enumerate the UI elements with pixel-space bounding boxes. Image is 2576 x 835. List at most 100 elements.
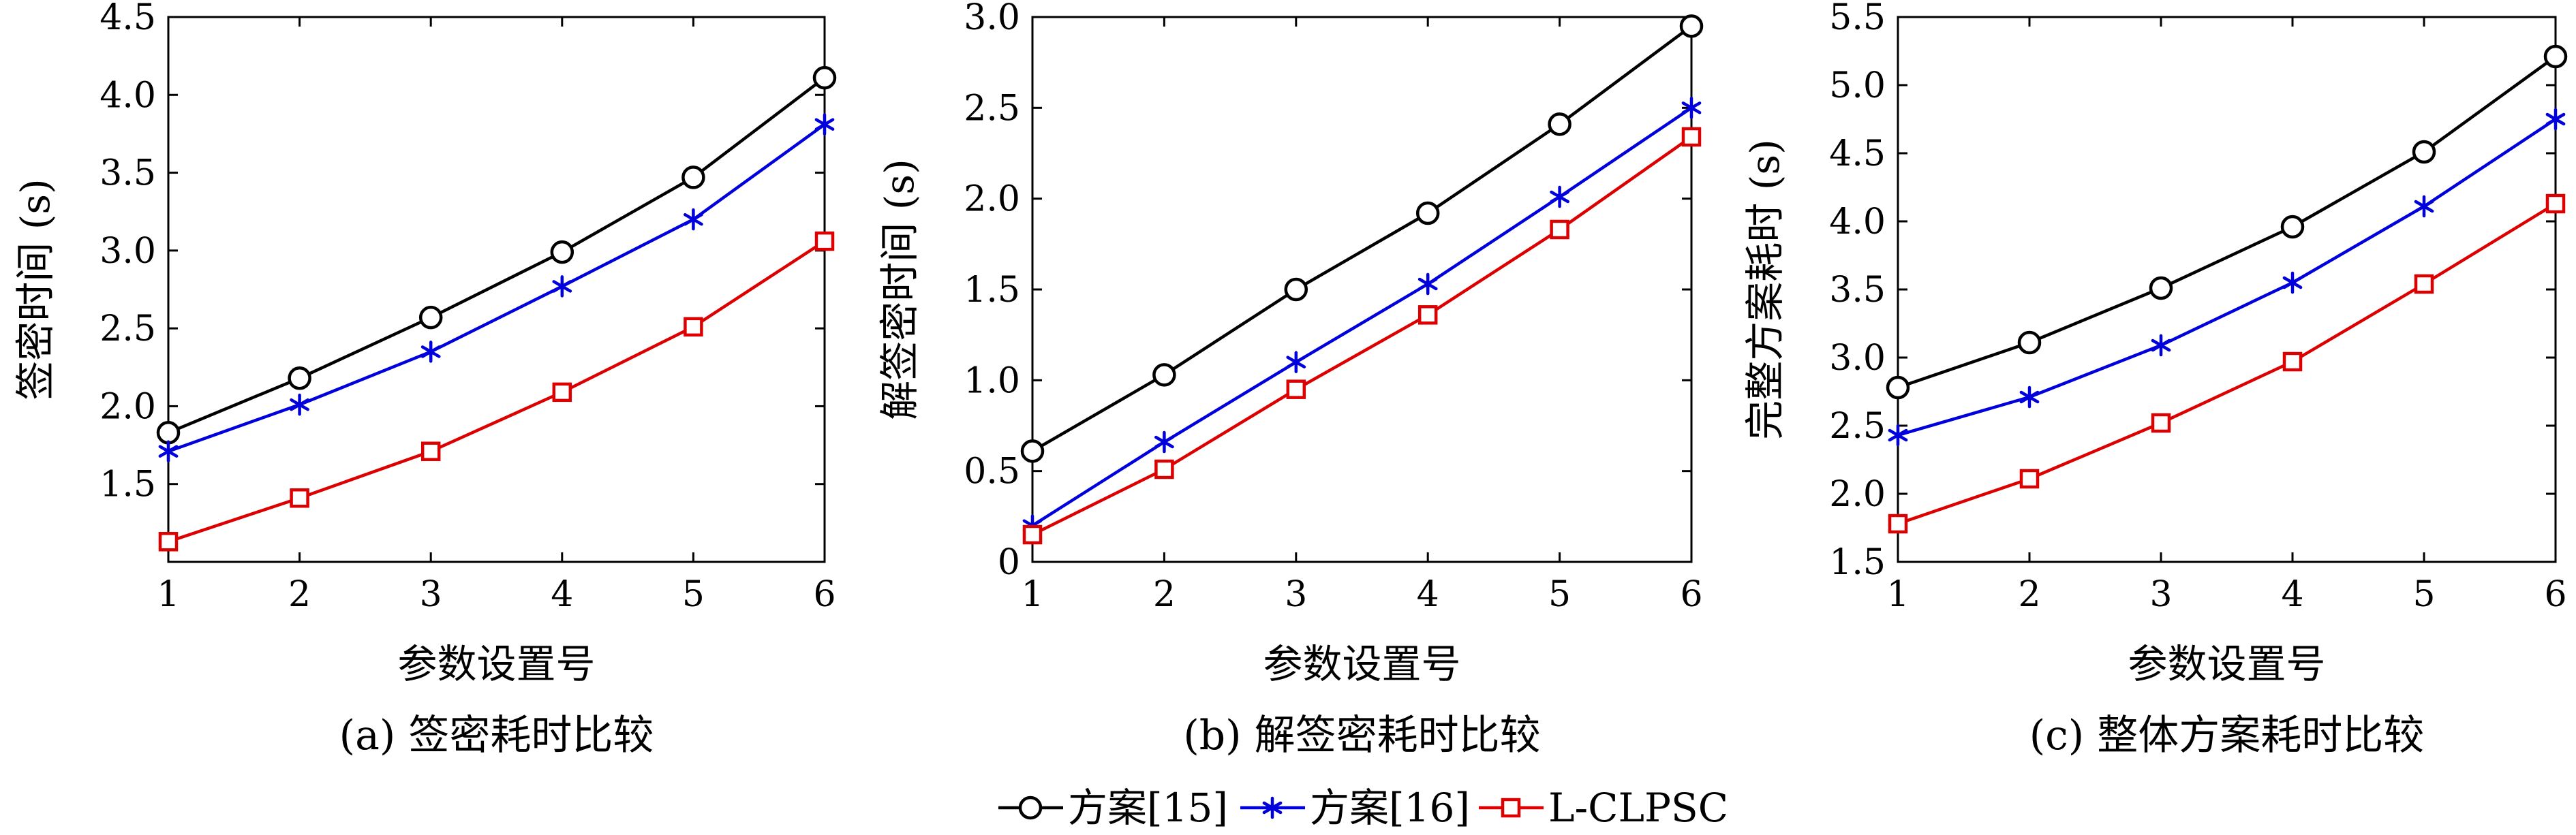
y-tick-label: 1.5 — [964, 270, 1020, 311]
data-point — [1286, 351, 1306, 373]
x-tick-label: 2 — [288, 574, 311, 615]
y-tick-label: 2.5 — [99, 309, 156, 349]
chart-panel-2: 1 2 3 4 5 6 0 0.5 1.0 1.5 2.0 2.5 3.0 参数设置号 解签密时间 (s) (… — [876, 0, 1704, 759]
legend-marker — [1262, 796, 1283, 819]
data-point — [812, 65, 837, 90]
data-point — [418, 305, 443, 330]
y-axis-label: 解签密时间 (s) — [876, 159, 923, 420]
x-axis-label: 参数设置号 — [2128, 641, 2325, 687]
data-point-stroke — [2545, 112, 2566, 126]
data-point — [684, 208, 703, 231]
y-axis-label: 完整方案耗时 (s) — [1742, 139, 1788, 439]
data-point — [290, 488, 309, 508]
data-point — [814, 113, 835, 136]
data-point-stroke — [1154, 435, 1174, 449]
series-line — [1897, 118, 2557, 437]
y-tick-label: 2.5 — [1829, 406, 1886, 447]
data-point-stroke — [1681, 101, 1702, 114]
data-point — [1020, 439, 1045, 463]
x-tick-label: 4 — [551, 574, 573, 615]
x-tick-label: 2 — [2018, 574, 2040, 615]
data-point — [1154, 430, 1174, 454]
data-point — [1152, 363, 1176, 387]
y-tick-label: 2.0 — [99, 386, 156, 427]
x-tick-label: 3 — [2149, 574, 2172, 615]
data-point — [1284, 277, 1308, 302]
data-point — [420, 341, 441, 363]
y-axis-label: 签密时间 (s) — [12, 178, 59, 400]
y-tick-label: 4.0 — [99, 75, 156, 116]
series-star — [1022, 97, 1702, 537]
data-point — [2412, 140, 2436, 164]
panel-caption: (b) 解签密耗时比较 — [1183, 712, 1540, 759]
y-tick-label: 2.0 — [964, 179, 1020, 220]
data-point-stroke — [1550, 190, 1569, 204]
x-tick-label: 5 — [682, 574, 705, 615]
data-point-stroke — [2151, 338, 2171, 352]
x-tick-label: 6 — [1680, 574, 1702, 615]
data-point — [2545, 108, 2566, 131]
data-point — [552, 275, 572, 298]
data-point-stroke — [2414, 200, 2434, 213]
y-tick-label: 0 — [998, 542, 1020, 583]
data-point-stroke — [1417, 277, 1438, 291]
data-point — [290, 393, 309, 416]
panel-caption: (c) 整体方案耗时比较 — [2029, 712, 2425, 759]
legend-item: 方案[16] — [1240, 785, 1470, 831]
series-square — [158, 231, 835, 552]
x-tick-label: 5 — [1548, 574, 1571, 615]
series-square — [1888, 193, 2566, 534]
series-circle — [156, 65, 837, 445]
series-circle — [1886, 44, 2568, 400]
series-line — [1031, 136, 1693, 537]
data-point-stroke — [420, 345, 441, 358]
data-point — [1022, 524, 1043, 545]
data-point — [681, 166, 705, 189]
data-point — [814, 231, 835, 251]
data-point — [2019, 385, 2040, 409]
y-tick-label: 5.5 — [1829, 0, 1886, 38]
y-tick-label: 2.0 — [1829, 474, 1886, 515]
data-point-stroke — [684, 212, 703, 226]
legend-marker — [1018, 795, 1043, 820]
x-tick-label: 3 — [1285, 574, 1307, 615]
data-point — [550, 240, 574, 264]
data-point-stroke — [2019, 390, 2040, 404]
data-point — [156, 421, 181, 445]
plot-frame — [167, 16, 826, 563]
data-point — [2019, 469, 2040, 489]
data-point — [2545, 193, 2566, 214]
data-point — [1548, 112, 1571, 136]
data-point — [1286, 379, 1306, 399]
chart-panel-3: 1 2 3 4 5 6 1.5 2.0 2.5 3.0 3.5 4.0 4.5 5.0 5.5 参数设置号 完整… — [1742, 0, 2568, 759]
series-line — [168, 123, 826, 453]
data-point — [2151, 413, 2171, 433]
y-tick-label: 5.0 — [1829, 65, 1886, 106]
y-tick-label: 0.5 — [964, 452, 1020, 492]
data-point — [1681, 97, 1702, 119]
data-point — [2151, 334, 2171, 357]
legend-label: 方案[16] — [1310, 785, 1470, 831]
x-tick-label: 4 — [1417, 574, 1439, 615]
data-point-stroke — [1888, 428, 1908, 442]
y-tick-label: 2.5 — [964, 88, 1020, 129]
data-point — [2149, 276, 2173, 300]
data-point — [158, 440, 179, 462]
data-point-stroke — [814, 118, 835, 131]
x-tick-label: 1 — [157, 574, 179, 615]
data-point — [684, 317, 703, 337]
series-circle — [1020, 14, 1704, 463]
x-tick-label: 3 — [420, 574, 442, 615]
data-point — [2414, 274, 2434, 294]
series-line — [1031, 25, 1693, 453]
series-line — [1897, 55, 2557, 390]
legend-label: 方案[15] — [1068, 785, 1228, 831]
y-tick-label: 3.0 — [99, 231, 156, 272]
x-tick-label: 1 — [1021, 574, 1043, 615]
data-point-stroke — [552, 280, 572, 293]
legend-item: L-CLPSC — [1479, 785, 1728, 831]
y-tick-label: 1.0 — [964, 360, 1020, 401]
data-point-stroke — [158, 445, 179, 458]
y-tick-label: 3.5 — [1829, 270, 1886, 311]
data-point — [1886, 375, 1910, 400]
